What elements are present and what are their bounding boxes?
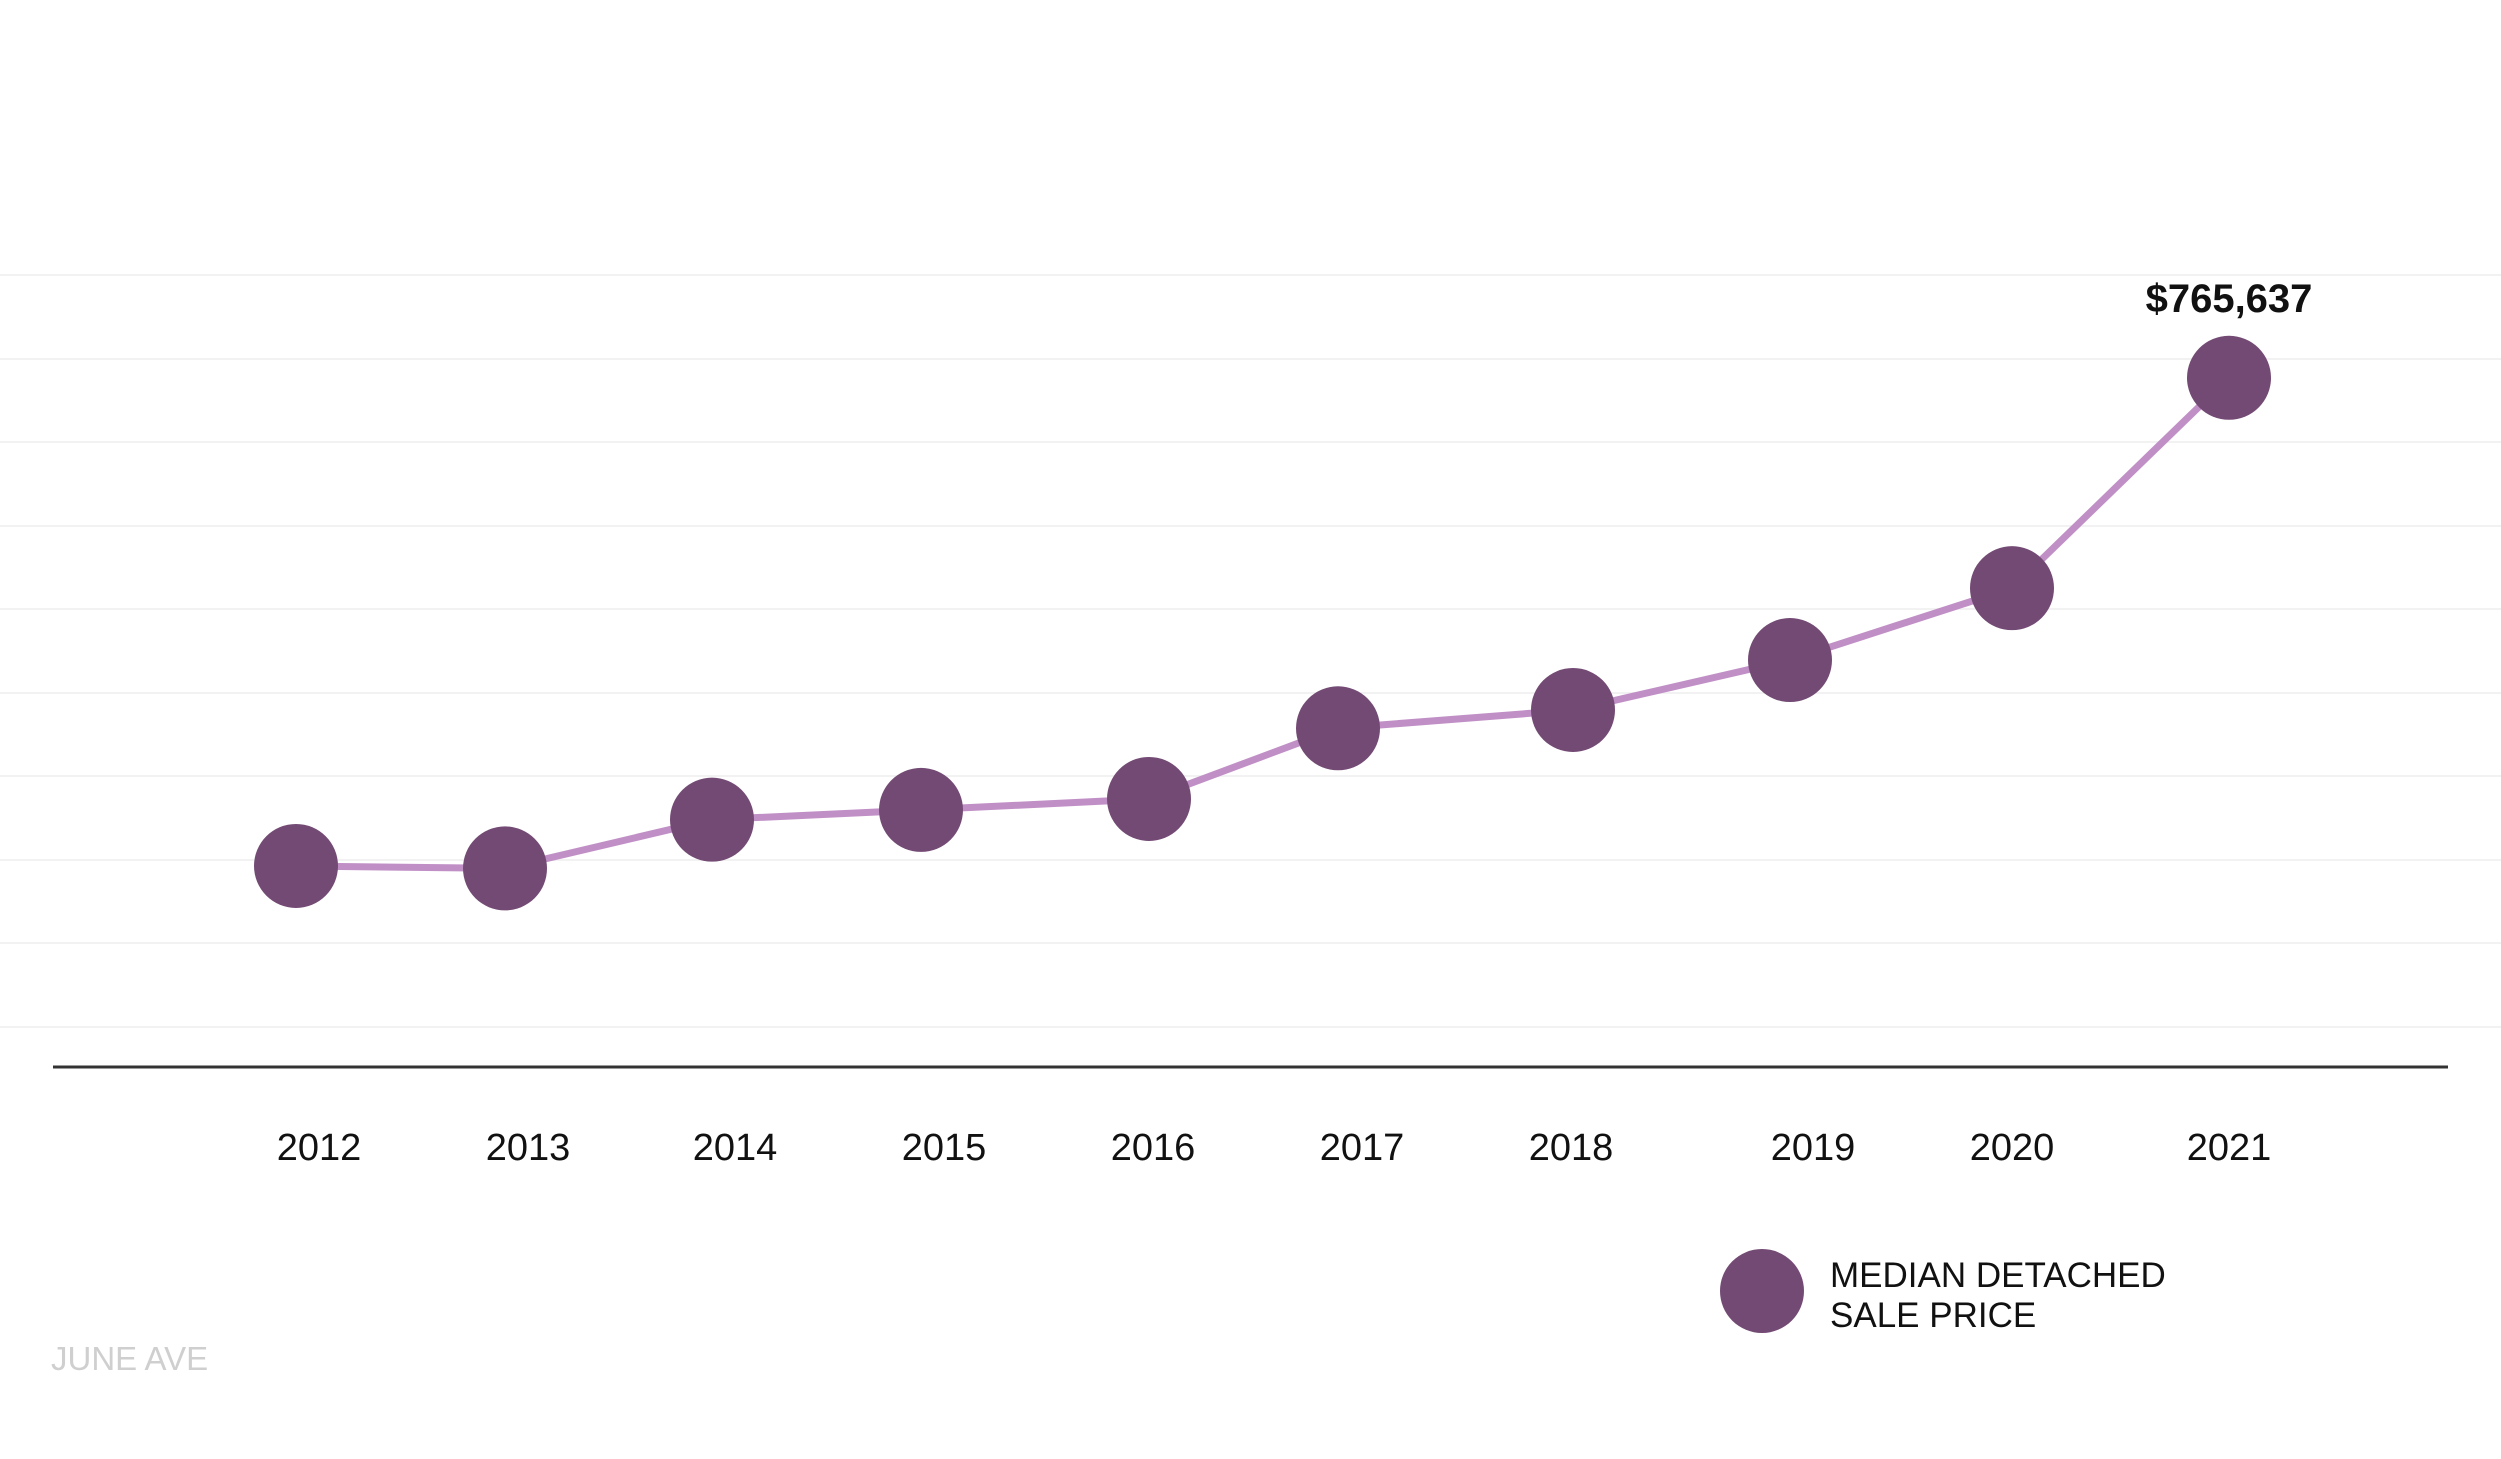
legend-label-line-1: MEDIAN DETACHED — [1830, 1256, 2166, 1295]
legend-label-line-2: SALE PRICE — [1830, 1296, 2036, 1335]
data-point-2016 — [1107, 756, 1191, 841]
watermark-logo: JUNE AVE — [51, 1340, 208, 1377]
x-tick-labels: 2012 2013 2014 2015 2016 2017 2018 2019 2020 2021 — [277, 1127, 2272, 1169]
legend: MEDIAN DETACHED SALE PRICE — [1720, 1249, 2166, 1335]
gridlines — [0, 274, 2501, 1028]
data-point-2018 — [1531, 667, 1615, 752]
series-markers — [254, 335, 2271, 911]
data-point-2012 — [254, 823, 338, 908]
x-tick-label-2021: 2021 — [2187, 1127, 2272, 1169]
x-tick-label-2019: 2019 — [1771, 1127, 1856, 1169]
data-label-2021: $765,637 — [2146, 277, 2313, 321]
x-tick-label-2018: 2018 — [1529, 1127, 1614, 1169]
data-point-2014 — [670, 777, 754, 862]
data-point-2021 — [2187, 335, 2271, 420]
x-tick-label-2012: 2012 — [277, 1127, 362, 1169]
data-labels: $765,637 — [2146, 277, 2313, 321]
x-tick-label-2013: 2013 — [486, 1127, 571, 1169]
data-point-2015 — [879, 767, 963, 852]
data-point-2017 — [1296, 686, 1380, 771]
data-point-2013 — [463, 826, 547, 911]
x-tick-label-2017: 2017 — [1320, 1127, 1405, 1169]
x-tick-label-2014: 2014 — [693, 1127, 778, 1169]
x-tick-label-2016: 2016 — [1111, 1127, 1196, 1169]
series-line-layer — [295, 375, 2232, 872]
data-point-2019 — [1748, 618, 1832, 703]
x-tick-label-2020: 2020 — [1970, 1127, 2055, 1169]
data-point-2020 — [1970, 546, 2054, 631]
series-line — [295, 375, 2232, 872]
legend-marker — [1720, 1249, 1804, 1333]
x-tick-label-2015: 2015 — [902, 1127, 987, 1169]
